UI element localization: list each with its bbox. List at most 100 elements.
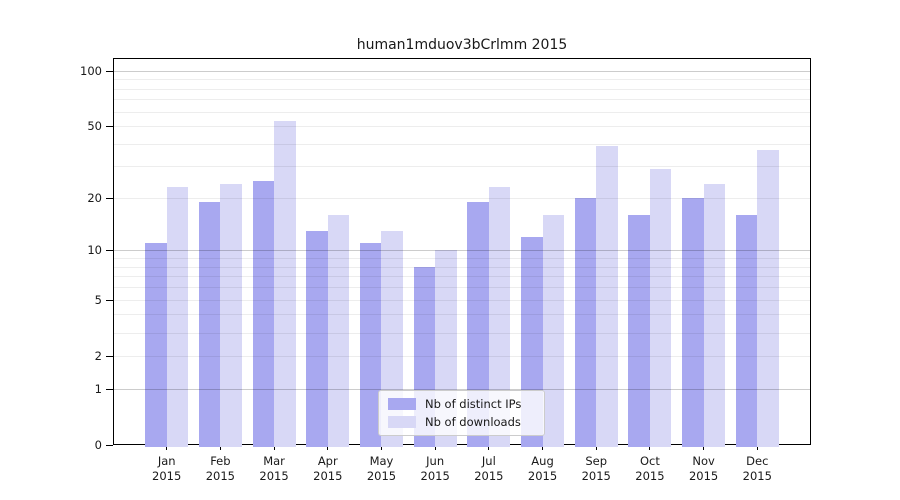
y-axis-tick-label: 0 — [94, 438, 102, 452]
gridline-minor-80 — [114, 89, 810, 90]
y-axis-tick-label: 50 — [87, 119, 102, 133]
legend-swatch-distinct-ips — [388, 398, 416, 410]
x-axis-tick-label: Oct 2015 — [620, 454, 680, 484]
bar-downloads-jan — [166, 187, 189, 447]
x-axis-year-label: 2015 — [635, 469, 665, 483]
bar-distinct-ips-nov — [682, 198, 704, 447]
x-axis-tick-label: Dec 2015 — [727, 454, 787, 484]
x-axis-tick-label: Jun 2015 — [405, 454, 465, 484]
x-axis-month-label: Jun — [426, 454, 445, 468]
x-axis-month-label: Sep — [585, 454, 608, 468]
x-axis-year-label: 2015 — [742, 469, 772, 483]
x-axis-tick — [219, 445, 221, 450]
x-axis-tick-label: Jul 2015 — [459, 454, 519, 484]
bar-downloads-mar — [274, 121, 296, 447]
gridline-major-100 — [114, 71, 810, 72]
gridline-minor-7 — [114, 276, 810, 277]
bar-distinct-ips-apr — [306, 230, 328, 447]
x-axis-tick-label: Mar 2015 — [244, 454, 304, 484]
gridline-minor-90 — [114, 79, 810, 80]
x-axis-tick-label: Aug 2015 — [513, 454, 573, 484]
gridline-minor-30 — [114, 166, 810, 167]
bar-distinct-ips-feb — [198, 201, 221, 447]
gridline-major-10 — [114, 250, 810, 251]
x-axis-year-label: 2015 — [205, 469, 236, 483]
x-axis-tick — [488, 445, 490, 450]
x-axis-month-label: Apr — [317, 454, 338, 468]
gridline-minor-3 — [114, 333, 810, 334]
gridline-minor-20 — [114, 198, 810, 199]
x-axis-tick — [327, 445, 329, 450]
x-axis-month-label: Jul — [481, 454, 496, 468]
x-axis-month-label: Nov — [692, 454, 715, 468]
legend-label-downloads: Nb of downloads — [425, 414, 521, 429]
bar-downloads-oct — [649, 169, 672, 447]
y-axis-tick-label: 20 — [87, 191, 102, 205]
x-axis-tick — [434, 445, 436, 450]
x-axis-tick — [273, 445, 275, 450]
x-axis-tick — [703, 445, 705, 450]
bar-distinct-ips-oct — [628, 215, 650, 447]
x-axis-tick — [166, 445, 168, 450]
x-axis-month-label: Feb — [210, 454, 231, 468]
y-axis-tick — [106, 71, 113, 72]
bar-distinct-ips-sep — [574, 198, 597, 447]
y-axis-tick — [106, 198, 113, 199]
bar-distinct-ips-mar — [252, 180, 275, 447]
x-axis-year-label: 2015 — [474, 469, 504, 483]
legend: Nb of distinct IPs Nb of downloads — [378, 390, 545, 436]
x-axis-month-label: Oct — [639, 454, 660, 468]
bar-downloads-aug — [542, 215, 565, 447]
y-axis-tick-label: 10 — [87, 243, 102, 257]
y-axis-tick — [106, 250, 113, 251]
bar-distinct-ips-dec — [735, 215, 758, 447]
x-axis-tick — [542, 445, 544, 450]
x-axis-tick-label: May 2015 — [351, 454, 411, 484]
gridline-minor-50 — [114, 126, 810, 127]
gridline-minor-4 — [114, 314, 810, 315]
x-axis-year-label: 2015 — [527, 469, 558, 483]
y-axis-tick — [106, 126, 113, 127]
x-axis-tick — [756, 445, 758, 450]
x-axis-year-label: 2015 — [688, 469, 719, 483]
gridline-minor-9 — [114, 258, 810, 259]
y-axis-tick-label: 1 — [94, 382, 102, 396]
x-axis-tick-label: Jan 2015 — [137, 454, 197, 484]
x-axis-month-label: Dec — [746, 454, 769, 468]
y-axis-tick — [106, 300, 113, 301]
legend-item-distinct-ips: Nb of distinct IPs — [388, 396, 535, 411]
x-axis-tick-label: Apr 2015 — [298, 454, 358, 484]
x-axis-month-label: Mar — [263, 454, 285, 468]
x-axis-year-label: 2015 — [581, 469, 611, 483]
x-axis-year-label: 2015 — [152, 469, 182, 483]
x-axis-year-label: 2015 — [313, 469, 343, 483]
gridline-minor-70 — [114, 99, 810, 100]
x-axis-month-label: Aug — [531, 454, 554, 468]
bar-distinct-ips-jan — [145, 243, 167, 447]
x-axis-tick-label: Sep 2015 — [566, 454, 626, 484]
bar-downloads-dec — [757, 149, 779, 447]
legend-label-distinct-ips: Nb of distinct IPs — [425, 396, 522, 411]
y-axis-tick — [106, 445, 113, 446]
bar-distinct-ips-jul — [467, 201, 489, 447]
gridline-minor-8 — [114, 267, 810, 268]
x-axis-tick — [380, 445, 382, 450]
x-axis-year-label: 2015 — [420, 469, 450, 483]
gridline-minor-5 — [114, 300, 810, 301]
gridline-minor-60 — [114, 112, 810, 113]
gridline-minor-6 — [114, 287, 810, 288]
bar-downloads-nov — [703, 183, 726, 447]
x-axis-tick-label: Nov 2015 — [674, 454, 734, 484]
x-axis-tick — [649, 445, 651, 450]
gridline-minor-40 — [114, 144, 810, 145]
x-axis-tick — [595, 445, 597, 450]
chart-title: human1mduov3bCrlmm 2015 — [356, 37, 568, 53]
x-axis-year-label: 2015 — [259, 469, 289, 483]
legend-item-downloads: Nb of downloads — [388, 414, 535, 429]
legend-swatch-downloads — [388, 416, 416, 428]
y-axis-tick-label: 100 — [80, 64, 102, 78]
x-axis-month-label: Jan — [157, 454, 176, 468]
bar-distinct-ips-may — [359, 243, 382, 447]
y-axis-tick — [106, 389, 113, 390]
